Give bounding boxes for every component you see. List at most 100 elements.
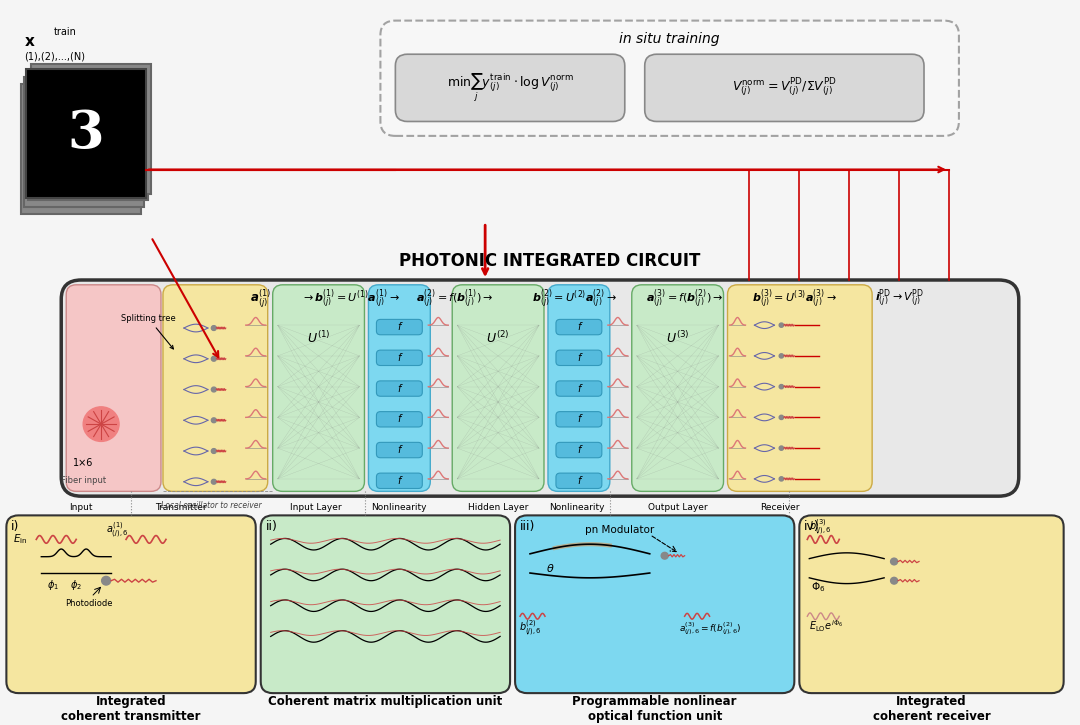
Text: $b_{(j),6}^{(2)}$: $b_{(j),6}^{(2)}$ [518,619,541,639]
Circle shape [83,407,119,442]
Text: f: f [577,445,581,455]
Circle shape [212,479,216,484]
Text: $\boldsymbol{b}_{(j)}^{(2)}=U^{(2)}\boldsymbol{a}_{(j)}^{(2)}\rightarrow$: $\boldsymbol{b}_{(j)}^{(2)}=U^{(2)}\bold… [532,288,618,311]
Text: $\Phi_6$: $\Phi_6$ [811,581,826,594]
Text: 1×6: 1×6 [73,457,93,468]
FancyBboxPatch shape [556,442,602,457]
Circle shape [212,357,216,361]
Text: Integrated
coherent transmitter: Integrated coherent transmitter [62,695,201,723]
Text: $U^{(3)}$: $U^{(3)}$ [665,330,689,346]
Text: $\boldsymbol{b}_{(j)}^{(3)}=U^{(3)}\boldsymbol{a}_{(j)}^{(3)}\rightarrow$: $\boldsymbol{b}_{(j)}^{(3)}=U^{(3)}\bold… [752,288,837,311]
FancyBboxPatch shape [368,285,430,492]
FancyBboxPatch shape [548,285,610,492]
Text: $E_{\mathrm{in}}$: $E_{\mathrm{in}}$ [13,532,28,547]
FancyBboxPatch shape [377,412,422,427]
FancyBboxPatch shape [556,320,602,335]
FancyBboxPatch shape [62,280,1018,496]
Text: $\boldsymbol{a}_{(j)}^{(2)}=f(\boldsymbol{b}_{(j)}^{(1)})\rightarrow$: $\boldsymbol{a}_{(j)}^{(2)}=f(\boldsymbo… [417,288,494,311]
FancyBboxPatch shape [556,381,602,397]
Text: Local oscillator to receiver: Local oscillator to receiver [161,501,261,510]
FancyBboxPatch shape [25,78,144,207]
Circle shape [779,446,784,450]
Circle shape [779,477,784,481]
Text: f: f [397,384,401,394]
Text: pn Modulator: pn Modulator [585,525,654,535]
Circle shape [212,326,216,331]
Text: $\boldsymbol{a}_{(j)}^{(3)}=f(\boldsymbol{b}_{(j)}^{(2)})\rightarrow$: $\boldsymbol{a}_{(j)}^{(3)}=f(\boldsymbo… [646,288,724,311]
FancyBboxPatch shape [377,381,422,397]
Text: Input: Input [69,503,93,512]
FancyBboxPatch shape [163,285,268,492]
FancyBboxPatch shape [377,442,422,457]
FancyBboxPatch shape [556,350,602,365]
Text: f: f [577,353,581,362]
FancyBboxPatch shape [632,285,724,492]
Text: f: f [397,353,401,362]
Text: in situ training: in situ training [620,32,720,46]
Text: PHOTONIC INTEGRATED CIRCUIT: PHOTONIC INTEGRATED CIRCUIT [400,252,701,270]
Text: $U^{(2)}$: $U^{(2)}$ [486,330,510,346]
Circle shape [779,323,784,327]
Circle shape [779,384,784,389]
Text: f: f [577,384,581,394]
Text: f: f [577,476,581,486]
Text: f: f [397,476,401,486]
Text: $a_{(j),6}^{(1)}$: $a_{(j),6}^{(1)}$ [106,520,129,539]
FancyBboxPatch shape [515,515,795,693]
Text: $b_{(j),6}^{(3)}$: $b_{(j),6}^{(3)}$ [809,517,832,536]
Text: Photodiode: Photodiode [66,600,113,608]
Text: Output Layer: Output Layer [648,503,707,512]
FancyBboxPatch shape [377,350,422,365]
Text: (1),(2),...,(N): (1),(2),...,(N) [25,52,85,62]
Text: $\phi_1$: $\phi_1$ [48,578,59,592]
FancyBboxPatch shape [453,285,544,492]
Circle shape [779,354,784,358]
Circle shape [212,387,216,392]
Text: Nonlinearity: Nonlinearity [372,503,427,512]
Text: $\phi_2$: $\phi_2$ [70,578,82,592]
Circle shape [102,576,110,585]
Text: Hidden Layer: Hidden Layer [468,503,528,512]
FancyBboxPatch shape [21,84,140,214]
Text: $V_{(j)}^{\mathrm{norm}}=V_{(j)}^{\mathrm{PD}}/\Sigma V_{(j)}^{\mathrm{PD}}$: $V_{(j)}^{\mathrm{norm}}=V_{(j)}^{\mathr… [732,77,837,99]
Text: f: f [397,445,401,455]
Circle shape [891,558,897,565]
FancyBboxPatch shape [645,54,924,122]
Text: iv): iv) [805,520,820,533]
Text: f: f [397,322,401,332]
Text: Programmable nonlinear
optical function unit: Programmable nonlinear optical function … [572,695,737,723]
FancyBboxPatch shape [556,473,602,489]
FancyBboxPatch shape [28,70,148,200]
Circle shape [212,449,216,453]
Text: Receiver: Receiver [759,503,799,512]
FancyBboxPatch shape [395,54,625,122]
Circle shape [779,415,784,420]
Text: Integrated
coherent receiver: Integrated coherent receiver [873,695,990,723]
Text: $\rightarrow\boldsymbol{b}_{(j)}^{(1)}=U^{(1)}\boldsymbol{a}_{(j)}^{(1)}\rightar: $\rightarrow\boldsymbol{b}_{(j)}^{(1)}=U… [301,288,400,311]
FancyBboxPatch shape [272,285,364,492]
Text: $a_{(j),6}^{(3)}=f(b_{(j),6}^{(2)})$: $a_{(j),6}^{(3)}=f(b_{(j),6}^{(2)})$ [678,621,741,637]
FancyBboxPatch shape [6,515,256,693]
Text: Fiber input: Fiber input [60,476,106,484]
Text: $\mathbf{x}$: $\mathbf{x}$ [25,34,36,49]
Text: Transmitter: Transmitter [156,503,206,512]
FancyBboxPatch shape [556,412,602,427]
FancyBboxPatch shape [728,285,873,492]
Text: f: f [577,322,581,332]
Text: $U^{(1)}$: $U^{(1)}$ [307,330,330,346]
FancyBboxPatch shape [380,20,959,136]
Text: f: f [397,414,401,424]
Text: i): i) [12,520,19,533]
FancyBboxPatch shape [26,69,146,199]
FancyBboxPatch shape [377,473,422,489]
FancyBboxPatch shape [377,320,422,335]
Text: $E_{\mathrm{LO}}e^{i\Phi_6}$: $E_{\mathrm{LO}}e^{i\Phi_6}$ [809,618,843,634]
Text: $\min\sum_j y_{(j)}^{\mathrm{train}}\cdot\log V_{(j)}^{\mathrm{norm}}$: $\min\sum_j y_{(j)}^{\mathrm{train}}\cdo… [446,72,573,104]
Text: $\theta$: $\theta$ [545,562,554,574]
Text: Coherent matrix multiplication unit: Coherent matrix multiplication unit [268,695,502,708]
Text: iii): iii) [521,520,536,533]
FancyBboxPatch shape [799,515,1064,693]
Text: 3: 3 [68,109,105,160]
Text: train: train [54,27,77,37]
Text: Input Layer: Input Layer [289,503,341,512]
